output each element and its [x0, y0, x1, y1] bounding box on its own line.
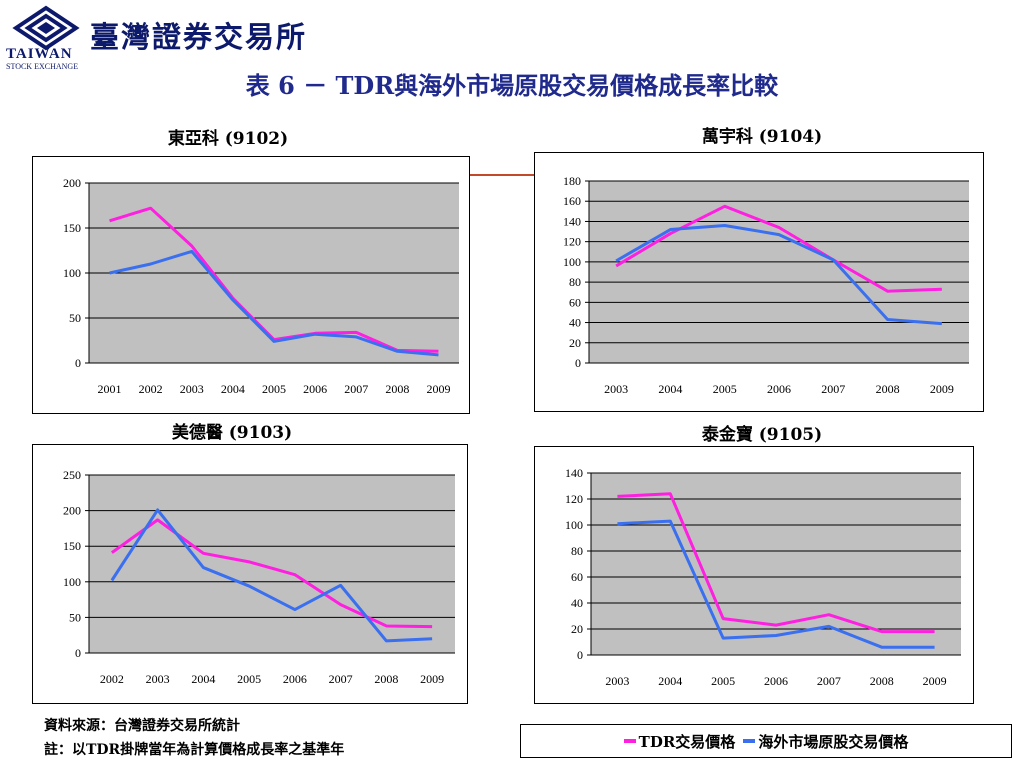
chart-legend: TDR交易價格 海外市場原股交易價格 [520, 724, 1012, 758]
chart-9104: 0 20 40 60 80 100 120 140 160 180 2003 2004 2005 2006… [534, 152, 984, 412]
x-tick-label: 2005 [237, 672, 261, 686]
series-line-overseas [617, 519, 935, 649]
series-line-overseas [615, 223, 942, 326]
legend-label-overseas: 海外市場原股交易價格 [758, 732, 909, 751]
legend-item-overseas: 海外市場原股交易價格 [743, 731, 908, 752]
x-tick-label: 2001 [98, 382, 122, 396]
legend-swatch-overseas [743, 739, 756, 743]
x-tick-label: 2008 [374, 672, 398, 686]
y-tick-label: 250 [63, 468, 81, 482]
y-tick-label: 80 [571, 544, 583, 558]
x-tick-label: 2004 [221, 382, 245, 396]
legend-swatch-tdr [623, 739, 636, 743]
x-tick-label: 2007 [329, 672, 353, 686]
footnote-note: 註：以TDR掛牌當年為計算價格成長率之基準年 [44, 742, 345, 758]
twse-logo-icon [12, 5, 80, 51]
footnote: 資料來源：台灣證券交易所統計 註：以TDR掛牌當年為計算價格成長率之基準年 [44, 714, 344, 762]
org-name-en-sub: STOCK EXCHANGE [6, 62, 79, 71]
legend-item-tdr: TDR交易價格 [623, 731, 736, 752]
chart-9102: 0 50 100 150 200 2001 2002 2003 2004 2005 2006 2007… [32, 156, 470, 414]
x-tick-label: 2006 [764, 674, 788, 688]
y-tick-label: 40 [571, 596, 583, 610]
series-line-tdr [615, 204, 942, 293]
x-tick-label: 2006 [767, 382, 791, 396]
y-tick-label: 120 [565, 492, 583, 506]
y-tick-label: 50 [69, 311, 81, 325]
y-tick-label: 0 [75, 356, 81, 370]
chart-9105: 0 20 40 60 80 100 120 140 2003 2004 2005 2006 2007 20… [534, 446, 974, 704]
x-tick-label: 2007 [821, 382, 845, 396]
y-tick-label: 0 [75, 646, 81, 660]
x-tick-label: 2005 [262, 382, 286, 396]
x-tick-label: 2002 [100, 672, 124, 686]
x-tick-label: 2004 [658, 382, 682, 396]
plot-area [591, 473, 961, 655]
legend-label-tdr: TDR交易價格 [638, 732, 736, 751]
x-tick-label: 2002 [139, 382, 163, 396]
org-name: 臺灣證券交易所 [90, 20, 308, 54]
chart-svg-9105: 0 20 40 60 80 100 120 140 2003 2004 2005 2006 2007 20… [565, 466, 961, 688]
y-tick-label: 0 [575, 356, 581, 370]
x-tick-label: 2006 [283, 672, 307, 686]
plot-area [89, 475, 455, 653]
series-line-tdr [111, 518, 433, 629]
y-tick-label: 60 [571, 570, 583, 584]
y-tick-label: 20 [569, 336, 581, 350]
footnote-source: 資料來源：台灣證券交易所統計 [44, 718, 240, 734]
x-tick-label: 2008 [385, 382, 409, 396]
y-tick-label: 160 [563, 194, 581, 208]
y-tick-label: 60 [569, 295, 581, 309]
chart-title-9104: 萬宇科 (9104) [701, 127, 823, 147]
x-tick-label: 2008 [870, 674, 894, 688]
y-tick-label: 150 [63, 221, 81, 235]
y-tick-label: 200 [63, 504, 81, 518]
series-line-tdr [617, 492, 935, 634]
x-tick-label: 2003 [180, 382, 204, 396]
y-tick-label: 40 [569, 316, 581, 330]
x-tick-label: 2009 [420, 672, 444, 686]
y-tick-label: 20 [571, 622, 583, 636]
y-tick-label: 200 [63, 176, 81, 190]
connector-line [470, 174, 534, 176]
chart-svg-9104: 0 20 40 60 80 100 120 140 160 180 2003 2004 2005 2006… [563, 174, 969, 396]
y-tick-label: 100 [565, 518, 583, 532]
x-tick-label: 2004 [191, 672, 215, 686]
x-tick-label: 2004 [658, 674, 682, 688]
org-name-en: TAIWAN [6, 46, 73, 62]
x-tick-label: 2007 [817, 674, 841, 688]
x-tick-label: 2009 [930, 382, 954, 396]
chart-svg-9102: 0 50 100 150 200 2001 2002 2003 2004 2005 2006 2007… [63, 176, 459, 396]
x-tick-label: 2003 [604, 382, 628, 396]
x-tick-label: 2003 [605, 674, 629, 688]
y-tick-label: 140 [563, 214, 581, 228]
page-title: 表 6 － TDR與海外市場原股交易價格成長率比較 [245, 71, 779, 100]
y-tick-label: 100 [63, 575, 81, 589]
x-tick-label: 2008 [876, 382, 900, 396]
x-tick-label: 2009 [426, 382, 450, 396]
y-tick-label: 140 [565, 466, 583, 480]
y-tick-label: 150 [63, 539, 81, 553]
x-tick-label: 2005 [713, 382, 737, 396]
plot-area [589, 181, 969, 363]
y-tick-label: 100 [563, 255, 581, 269]
y-tick-label: 180 [563, 174, 581, 188]
series-line-overseas [109, 249, 439, 357]
x-tick-label: 2005 [711, 674, 735, 688]
x-tick-label: 2006 [303, 382, 327, 396]
y-tick-label: 100 [63, 266, 81, 280]
y-tick-label: 0 [577, 648, 583, 662]
chart-svg-9103: 0 50 100 150 200 250 2002 2003 2004 2005 2006 2007 2… [63, 468, 455, 686]
series-line-overseas [110, 508, 433, 643]
chart-9103: 0 50 100 150 200 250 2002 2003 2004 2005 2006 2007 2… [32, 444, 468, 704]
x-tick-label: 2007 [344, 382, 368, 396]
y-tick-label: 120 [563, 235, 581, 249]
chart-title-9103: 美德醫 (9103) [171, 423, 293, 443]
chart-title-9102: 東亞科 (9102) [167, 129, 289, 149]
y-tick-label: 80 [569, 275, 581, 289]
chart-title-9105: 泰金寶 (9105) [701, 425, 823, 445]
x-tick-label: 2003 [146, 672, 170, 686]
x-tick-label: 2009 [923, 674, 947, 688]
y-tick-label: 50 [69, 610, 81, 624]
